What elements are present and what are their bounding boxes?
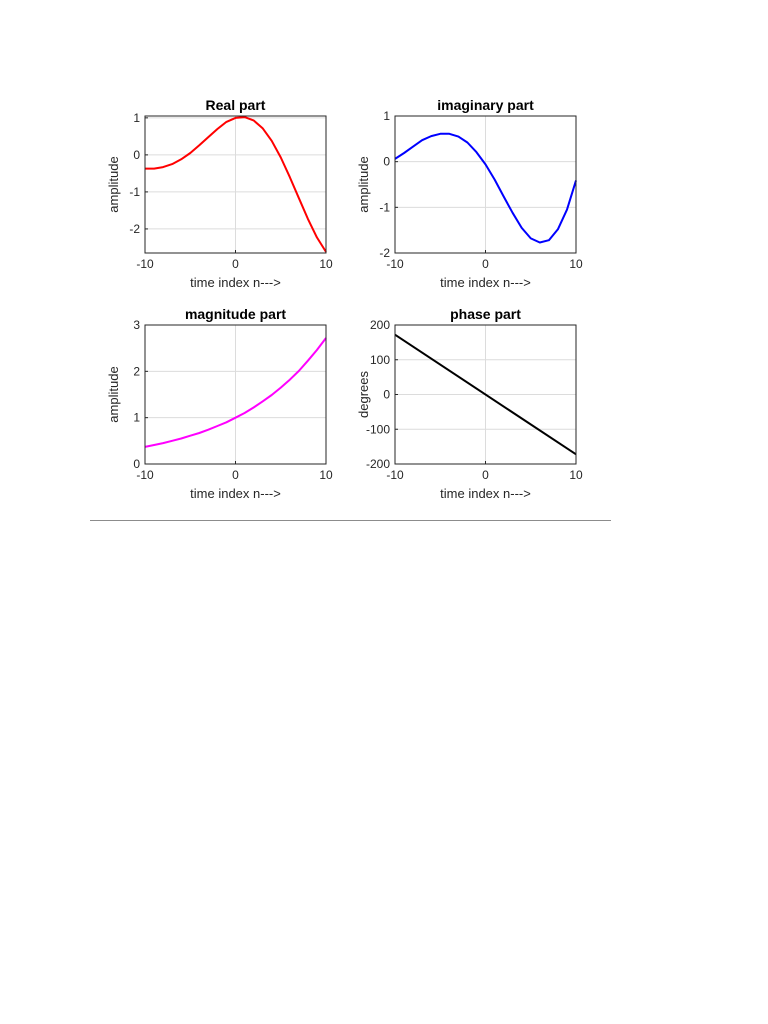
y-tick-label: -2: [129, 222, 140, 236]
series-line: [144, 337, 327, 448]
series-line: [394, 333, 577, 456]
series-line: [145, 116, 327, 253]
series-line: [394, 132, 577, 244]
x-tick-label: -10: [386, 257, 404, 271]
x-tick-label: -10: [386, 468, 404, 482]
y-tick-label: 2: [133, 364, 140, 378]
y-tick-label: 1: [133, 411, 140, 425]
y-tick-label: 0: [133, 148, 140, 162]
y-tick-label: -200: [366, 457, 390, 471]
horizontal-rule: [90, 520, 611, 521]
y-axis-label: amplitude: [106, 156, 121, 212]
x-tick-label: 10: [569, 257, 583, 271]
y-tick-label: 1: [133, 111, 140, 125]
y-tick-label: 0: [383, 388, 390, 402]
x-axis-label: time index n--->: [190, 486, 281, 501]
x-tick-label: 0: [482, 257, 489, 271]
y-tick-label: -1: [129, 185, 140, 199]
x-tick-label: -10: [136, 257, 154, 271]
x-tick-label: 10: [319, 468, 333, 482]
y-tick-label: 200: [370, 318, 390, 332]
y-tick-label: 100: [370, 353, 390, 367]
y-tick-label: -1: [379, 200, 390, 214]
x-axis-label: time index n--->: [190, 275, 281, 290]
y-tick-label: 0: [383, 155, 390, 169]
x-axis-label: time index n--->: [440, 486, 531, 501]
y-tick-label: 3: [133, 318, 140, 332]
x-tick-label: 0: [232, 257, 239, 271]
x-axis-label: time index n--->: [440, 275, 531, 290]
x-tick-label: 10: [569, 468, 583, 482]
x-tick-label: 10: [319, 257, 333, 271]
y-tick-label: -2: [379, 246, 390, 260]
y-tick-label: -100: [366, 422, 390, 436]
chart-title: Real part: [206, 97, 266, 113]
y-axis-label: amplitude: [106, 366, 121, 422]
chart-title: imaginary part: [437, 97, 534, 113]
y-tick-label: 1: [383, 109, 390, 123]
x-tick-label: -10: [136, 468, 154, 482]
x-tick-label: 0: [482, 468, 489, 482]
y-axis-label: degrees: [356, 371, 371, 418]
chart-title: phase part: [450, 306, 521, 322]
y-axis-label: amplitude: [356, 156, 371, 212]
x-tick-label: 0: [232, 468, 239, 482]
chart-title: magnitude part: [185, 306, 286, 322]
y-tick-label: 0: [133, 457, 140, 471]
